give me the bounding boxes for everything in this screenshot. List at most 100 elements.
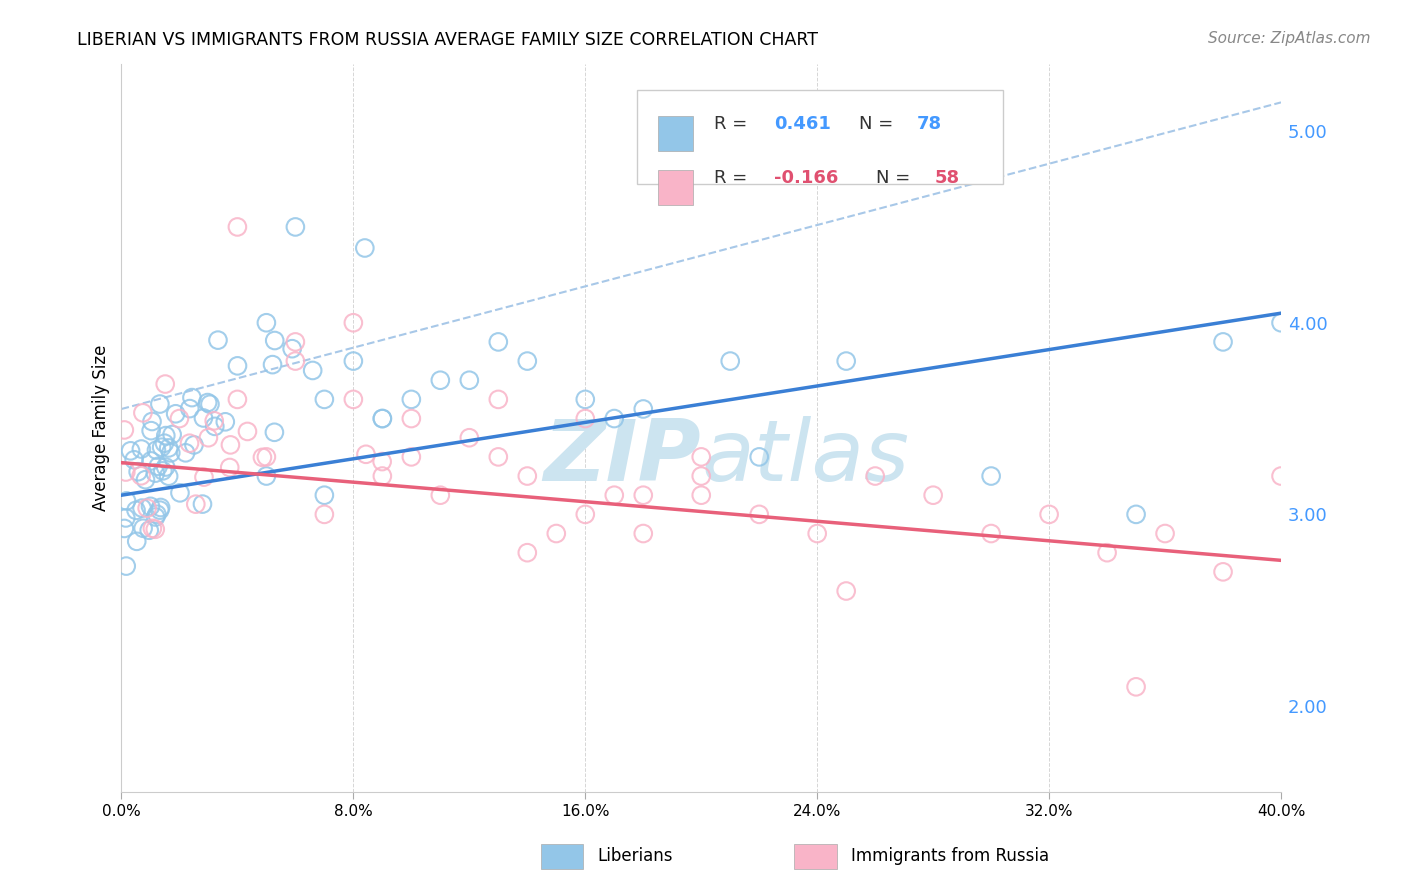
Text: 78: 78 xyxy=(917,115,942,134)
Point xyxy=(197,395,219,409)
Point xyxy=(198,397,221,411)
Point xyxy=(132,406,155,420)
Point xyxy=(226,359,249,373)
Text: N =: N = xyxy=(859,115,898,134)
Point xyxy=(193,470,215,484)
Text: 0.461: 0.461 xyxy=(775,115,831,134)
FancyBboxPatch shape xyxy=(658,169,693,204)
Point xyxy=(252,450,274,465)
Point xyxy=(371,411,394,425)
Point xyxy=(152,464,174,478)
Point xyxy=(1270,469,1292,483)
Point xyxy=(139,454,162,468)
Point xyxy=(718,354,741,368)
Point xyxy=(150,440,173,454)
Point xyxy=(149,500,172,515)
Point xyxy=(342,316,364,330)
Point xyxy=(458,431,481,445)
Point xyxy=(748,450,770,464)
Point xyxy=(371,469,394,483)
Point xyxy=(131,501,153,516)
Point xyxy=(149,397,172,411)
Point xyxy=(149,503,172,517)
Point xyxy=(254,316,277,330)
Point xyxy=(141,415,163,429)
Text: Source: ZipAtlas.com: Source: ZipAtlas.com xyxy=(1208,31,1371,46)
Point xyxy=(1154,526,1177,541)
Point xyxy=(353,241,375,255)
Point xyxy=(115,559,138,574)
Point xyxy=(146,508,169,522)
Point xyxy=(835,354,858,368)
Point xyxy=(1038,508,1060,522)
Point xyxy=(179,436,201,450)
Point xyxy=(139,500,162,514)
Point xyxy=(1212,334,1234,349)
Text: 58: 58 xyxy=(935,169,959,186)
Point xyxy=(806,526,828,541)
Point xyxy=(197,431,219,445)
Point xyxy=(193,411,215,425)
Point xyxy=(603,411,626,425)
FancyBboxPatch shape xyxy=(637,89,1002,185)
Point xyxy=(401,392,423,407)
Point xyxy=(138,523,160,537)
Point xyxy=(314,488,336,502)
FancyBboxPatch shape xyxy=(658,117,693,152)
Point xyxy=(148,459,170,474)
Point xyxy=(129,468,152,483)
Point xyxy=(157,441,180,455)
Point xyxy=(748,508,770,522)
Text: N =: N = xyxy=(876,169,917,186)
Point xyxy=(371,411,394,425)
Point xyxy=(218,460,240,475)
Point xyxy=(301,363,323,377)
Point xyxy=(125,534,148,549)
Point xyxy=(226,219,249,234)
Point xyxy=(143,522,166,536)
Text: Immigrants from Russia: Immigrants from Russia xyxy=(851,847,1049,865)
Point xyxy=(516,469,538,483)
Point xyxy=(284,354,307,368)
Text: LIBERIAN VS IMMIGRANTS FROM RUSSIA AVERAGE FAMILY SIZE CORRELATION CHART: LIBERIAN VS IMMIGRANTS FROM RUSSIA AVERA… xyxy=(77,31,818,49)
Point xyxy=(159,446,181,460)
Point xyxy=(169,411,191,425)
Point xyxy=(1270,316,1292,330)
Point xyxy=(603,488,626,502)
Point xyxy=(284,334,307,349)
Point xyxy=(281,342,304,356)
Y-axis label: Average Family Size: Average Family Size xyxy=(93,345,110,511)
Point xyxy=(214,415,236,429)
Point xyxy=(516,546,538,560)
Point xyxy=(157,469,180,483)
Text: R =: R = xyxy=(714,115,754,134)
Point xyxy=(263,334,285,348)
Point xyxy=(314,508,336,522)
Point xyxy=(226,392,249,407)
Point xyxy=(574,508,596,522)
Point xyxy=(980,526,1002,541)
Point xyxy=(354,447,377,461)
Point xyxy=(254,450,277,464)
Point xyxy=(114,465,136,479)
Point xyxy=(1125,680,1147,694)
Point xyxy=(1212,565,1234,579)
Point xyxy=(458,373,481,387)
Text: Liberians: Liberians xyxy=(598,847,673,865)
Point xyxy=(136,501,159,516)
Point xyxy=(160,427,183,442)
Point xyxy=(690,488,713,502)
Point xyxy=(127,465,149,479)
Text: atlas: atlas xyxy=(702,416,910,499)
Point xyxy=(342,392,364,407)
Point xyxy=(114,511,136,525)
Point xyxy=(574,392,596,407)
Point xyxy=(141,521,163,535)
Point xyxy=(132,521,155,535)
Point xyxy=(429,488,451,502)
Point xyxy=(263,425,285,440)
Point xyxy=(181,391,204,405)
Point xyxy=(633,401,655,416)
Point xyxy=(155,460,177,475)
Point xyxy=(401,450,423,464)
